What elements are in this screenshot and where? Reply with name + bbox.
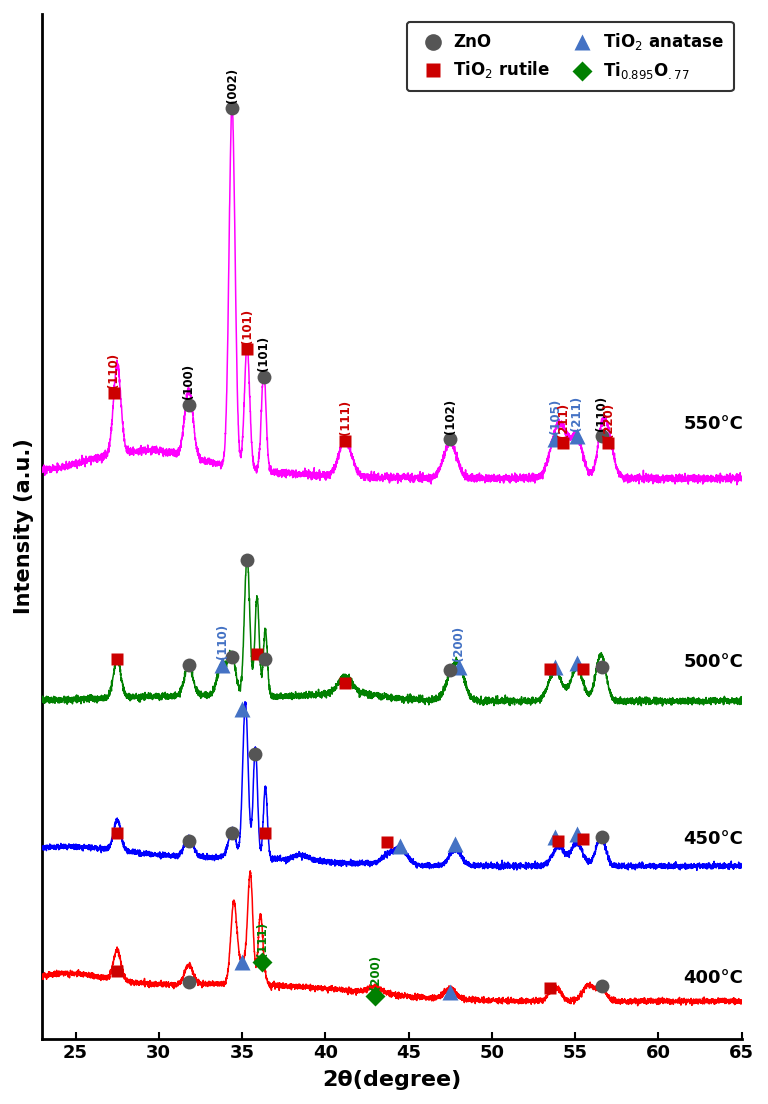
Text: 400°C: 400°C [684, 969, 743, 987]
Text: (220): (220) [602, 403, 615, 438]
Text: (111): (111) [339, 400, 352, 435]
Text: (211): (211) [571, 395, 583, 431]
Text: (110): (110) [108, 353, 121, 388]
Text: (101): (101) [257, 336, 270, 371]
Text: 450°C: 450°C [684, 830, 743, 849]
Text: (110): (110) [595, 395, 608, 431]
Text: (110): (110) [216, 624, 229, 659]
Legend: ZnO, TiO$_2$ rutile, TiO$_2$ anatase, Ti$_{0.895}$O$_{.77}$: ZnO, TiO$_2$ rutile, TiO$_2$ anatase, Ti… [407, 22, 733, 91]
Text: (211): (211) [557, 403, 570, 438]
Text: (101): (101) [240, 308, 253, 343]
Text: (102): (102) [444, 399, 457, 434]
Text: (111): (111) [256, 922, 269, 957]
Text: 550°C: 550°C [684, 415, 743, 433]
Y-axis label: Intensity (a.u.): Intensity (a.u.) [14, 438, 34, 614]
Text: (105): (105) [548, 399, 561, 434]
Text: (200): (200) [452, 626, 465, 661]
Text: (100): (100) [182, 364, 195, 399]
Text: (200): (200) [369, 955, 382, 990]
X-axis label: 2θ(degree): 2θ(degree) [323, 1070, 462, 1090]
Text: 500°C: 500°C [684, 654, 743, 671]
Text: (002): (002) [226, 67, 239, 103]
